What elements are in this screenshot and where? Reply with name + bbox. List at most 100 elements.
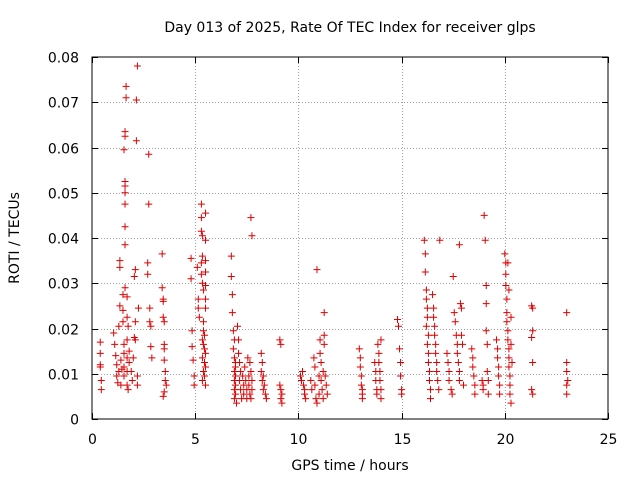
data-point [235,349,243,357]
data-point [445,377,453,385]
data-point [235,336,243,344]
data-point [158,250,166,258]
data-point [375,349,383,357]
data-point [158,284,166,292]
data-point [246,390,254,398]
data-point [276,336,284,344]
data-point [313,266,321,274]
data-point [116,302,124,310]
data-point [125,358,133,366]
data-point [97,377,105,385]
data-point [315,372,323,380]
data-point [160,318,168,326]
data-point [425,377,433,385]
data-point [188,343,196,351]
data-point [435,386,443,394]
data-point [202,304,210,312]
data-point [444,358,452,366]
x-tick-label: 0 [88,432,97,448]
data-point [132,96,140,104]
data-point [123,336,131,344]
data-point [316,349,324,357]
data-point [319,367,327,375]
data-point [424,358,432,366]
data-point [197,214,205,222]
data-point [195,313,203,321]
data-point [120,146,128,154]
data-point [302,395,310,403]
data-point [471,390,479,398]
data-point [229,345,237,353]
data-point [248,386,256,394]
data-point [236,377,244,385]
data-point [450,309,458,317]
data-point [241,363,249,371]
data-point [422,295,430,303]
data-point [245,381,253,389]
data-point [503,309,511,317]
data-point [231,363,239,371]
data-point [505,286,513,294]
data-point [232,399,240,407]
data-point [120,363,128,371]
data-point [483,340,491,348]
data-point [278,399,286,407]
data-point [317,377,325,385]
data-point [198,252,206,260]
data-point [503,295,511,303]
data-point [257,367,265,375]
data-point [198,336,206,344]
data-point [426,395,434,403]
data-point [504,336,512,344]
y-tick-label: 0.03 [48,277,79,293]
data-point [430,304,438,312]
data-point [127,367,135,375]
data-point [563,367,571,375]
data-point [159,313,167,321]
data-point [260,381,268,389]
data-point [313,399,321,407]
data-point [117,381,125,389]
data-point [528,334,536,342]
data-point [162,381,170,389]
data-points [96,62,572,407]
data-point [563,309,571,317]
data-point [121,284,129,292]
data-point [445,367,453,375]
data-point [482,282,490,290]
data-point [315,390,323,398]
data-point [134,304,142,312]
data-point [198,354,206,362]
data-point [96,338,104,346]
data-point [121,177,129,185]
data-point [320,331,328,339]
data-point [481,236,489,244]
data-point [246,358,254,366]
data-point [480,211,488,219]
data-point [563,358,571,366]
data-point [247,214,255,222]
data-point [261,390,269,398]
data-point [504,327,512,335]
data-point [471,381,479,389]
data-point [147,322,155,330]
data-point [495,363,503,371]
data-point [202,349,210,357]
data-point [121,189,129,197]
data-point [506,390,514,398]
x-tick-label: 25 [600,432,618,448]
data-point [494,345,502,353]
data-point [123,293,131,301]
data-point [321,372,329,380]
data-point [240,390,248,398]
data-point [482,327,490,335]
data-point [258,377,266,385]
data-point [230,367,238,375]
data-point [319,395,327,403]
data-point [507,340,515,348]
data-point [277,395,285,403]
data-point [470,372,478,380]
data-point [397,372,405,380]
data-point [197,227,205,235]
grid-lines [92,57,608,419]
